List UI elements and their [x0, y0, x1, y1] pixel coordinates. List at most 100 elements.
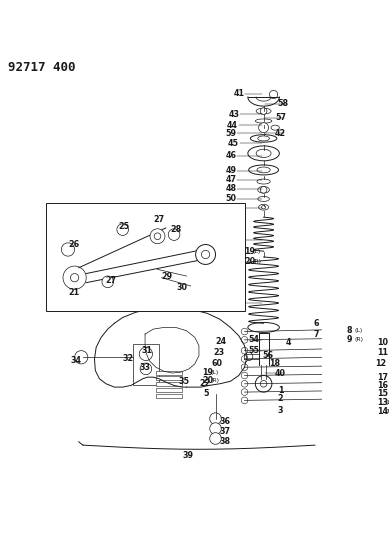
Text: 15: 15 — [377, 389, 388, 398]
Circle shape — [210, 413, 221, 424]
Text: (L): (L) — [253, 249, 261, 254]
Ellipse shape — [251, 135, 277, 142]
Text: 8: 8 — [347, 326, 352, 335]
Text: 9: 9 — [347, 335, 352, 344]
Text: 27: 27 — [105, 276, 116, 285]
Text: 39: 39 — [182, 451, 193, 461]
Circle shape — [353, 395, 360, 402]
Text: 47: 47 — [226, 175, 237, 184]
Text: 32: 32 — [123, 354, 134, 364]
Text: 24: 24 — [216, 337, 227, 346]
Circle shape — [168, 229, 180, 240]
Circle shape — [355, 387, 361, 394]
Ellipse shape — [258, 197, 270, 201]
Circle shape — [241, 372, 248, 379]
Text: 4: 4 — [286, 338, 291, 347]
Bar — [356, 336, 371, 402]
Text: 5: 5 — [203, 389, 209, 398]
Text: 19: 19 — [245, 247, 256, 256]
Text: 38: 38 — [220, 437, 231, 446]
Text: 51: 51 — [226, 204, 237, 213]
Bar — [156, 382, 182, 386]
Circle shape — [245, 352, 253, 361]
Ellipse shape — [271, 125, 279, 130]
Text: 59: 59 — [226, 129, 237, 138]
Text: (R): (R) — [355, 337, 364, 342]
Circle shape — [102, 276, 114, 288]
Text: 56: 56 — [263, 351, 273, 360]
Text: 92717 400: 92717 400 — [8, 61, 76, 74]
Ellipse shape — [257, 167, 270, 173]
Circle shape — [241, 389, 248, 395]
Circle shape — [270, 91, 278, 99]
Text: 33: 33 — [139, 363, 150, 372]
Ellipse shape — [261, 206, 266, 209]
Text: 18: 18 — [270, 359, 280, 368]
Ellipse shape — [258, 136, 270, 141]
Bar — [156, 376, 182, 381]
Text: 23: 23 — [214, 348, 225, 357]
Text: 31: 31 — [142, 346, 153, 355]
Circle shape — [202, 251, 210, 259]
Text: 10: 10 — [377, 338, 388, 347]
Circle shape — [61, 243, 75, 256]
Circle shape — [260, 108, 267, 115]
Text: (R): (R) — [385, 409, 389, 414]
Bar — [46, 203, 245, 311]
Bar — [133, 344, 159, 385]
Text: 60: 60 — [211, 359, 223, 368]
Text: 2: 2 — [278, 394, 283, 403]
Bar — [156, 388, 182, 392]
Circle shape — [260, 187, 267, 193]
Circle shape — [150, 229, 165, 244]
Circle shape — [241, 348, 248, 354]
Text: 25: 25 — [119, 222, 130, 231]
Text: 14: 14 — [377, 407, 388, 416]
Ellipse shape — [256, 108, 271, 114]
Ellipse shape — [249, 165, 279, 175]
Text: 52: 52 — [226, 236, 237, 245]
Text: 48: 48 — [226, 184, 237, 193]
Text: (L): (L) — [385, 400, 389, 405]
Ellipse shape — [258, 187, 270, 193]
Circle shape — [353, 326, 360, 333]
Circle shape — [70, 273, 79, 282]
Circle shape — [241, 336, 248, 343]
Text: 17: 17 — [377, 373, 388, 382]
Text: 46: 46 — [226, 151, 237, 160]
Text: 19: 19 — [202, 368, 213, 377]
Circle shape — [154, 233, 161, 239]
Circle shape — [357, 379, 364, 385]
Ellipse shape — [257, 179, 270, 184]
Text: 58: 58 — [277, 99, 289, 108]
Text: 28: 28 — [170, 225, 181, 234]
Circle shape — [210, 433, 221, 445]
Text: 27: 27 — [153, 215, 165, 224]
Ellipse shape — [256, 149, 271, 157]
Text: 13: 13 — [377, 398, 388, 407]
Text: 30: 30 — [177, 283, 187, 292]
Bar — [156, 394, 182, 398]
Text: 45: 45 — [228, 139, 239, 148]
Circle shape — [117, 224, 128, 236]
Text: 50: 50 — [226, 195, 237, 204]
Text: (R): (R) — [253, 259, 262, 264]
Text: 20: 20 — [245, 256, 256, 265]
Text: 12: 12 — [375, 359, 387, 368]
Circle shape — [140, 363, 152, 375]
Circle shape — [241, 328, 248, 335]
Text: 20: 20 — [202, 376, 214, 385]
Text: 34: 34 — [70, 356, 81, 365]
Text: 16: 16 — [377, 381, 388, 390]
Circle shape — [63, 266, 86, 289]
Text: 49: 49 — [226, 166, 237, 175]
Text: 26: 26 — [68, 240, 79, 249]
Text: 37: 37 — [220, 427, 231, 437]
Bar — [156, 370, 182, 375]
Circle shape — [259, 123, 268, 133]
Text: 57: 57 — [275, 113, 286, 122]
Circle shape — [355, 335, 361, 342]
Circle shape — [241, 381, 248, 387]
Text: 55: 55 — [249, 346, 260, 355]
Text: 29: 29 — [162, 271, 173, 280]
